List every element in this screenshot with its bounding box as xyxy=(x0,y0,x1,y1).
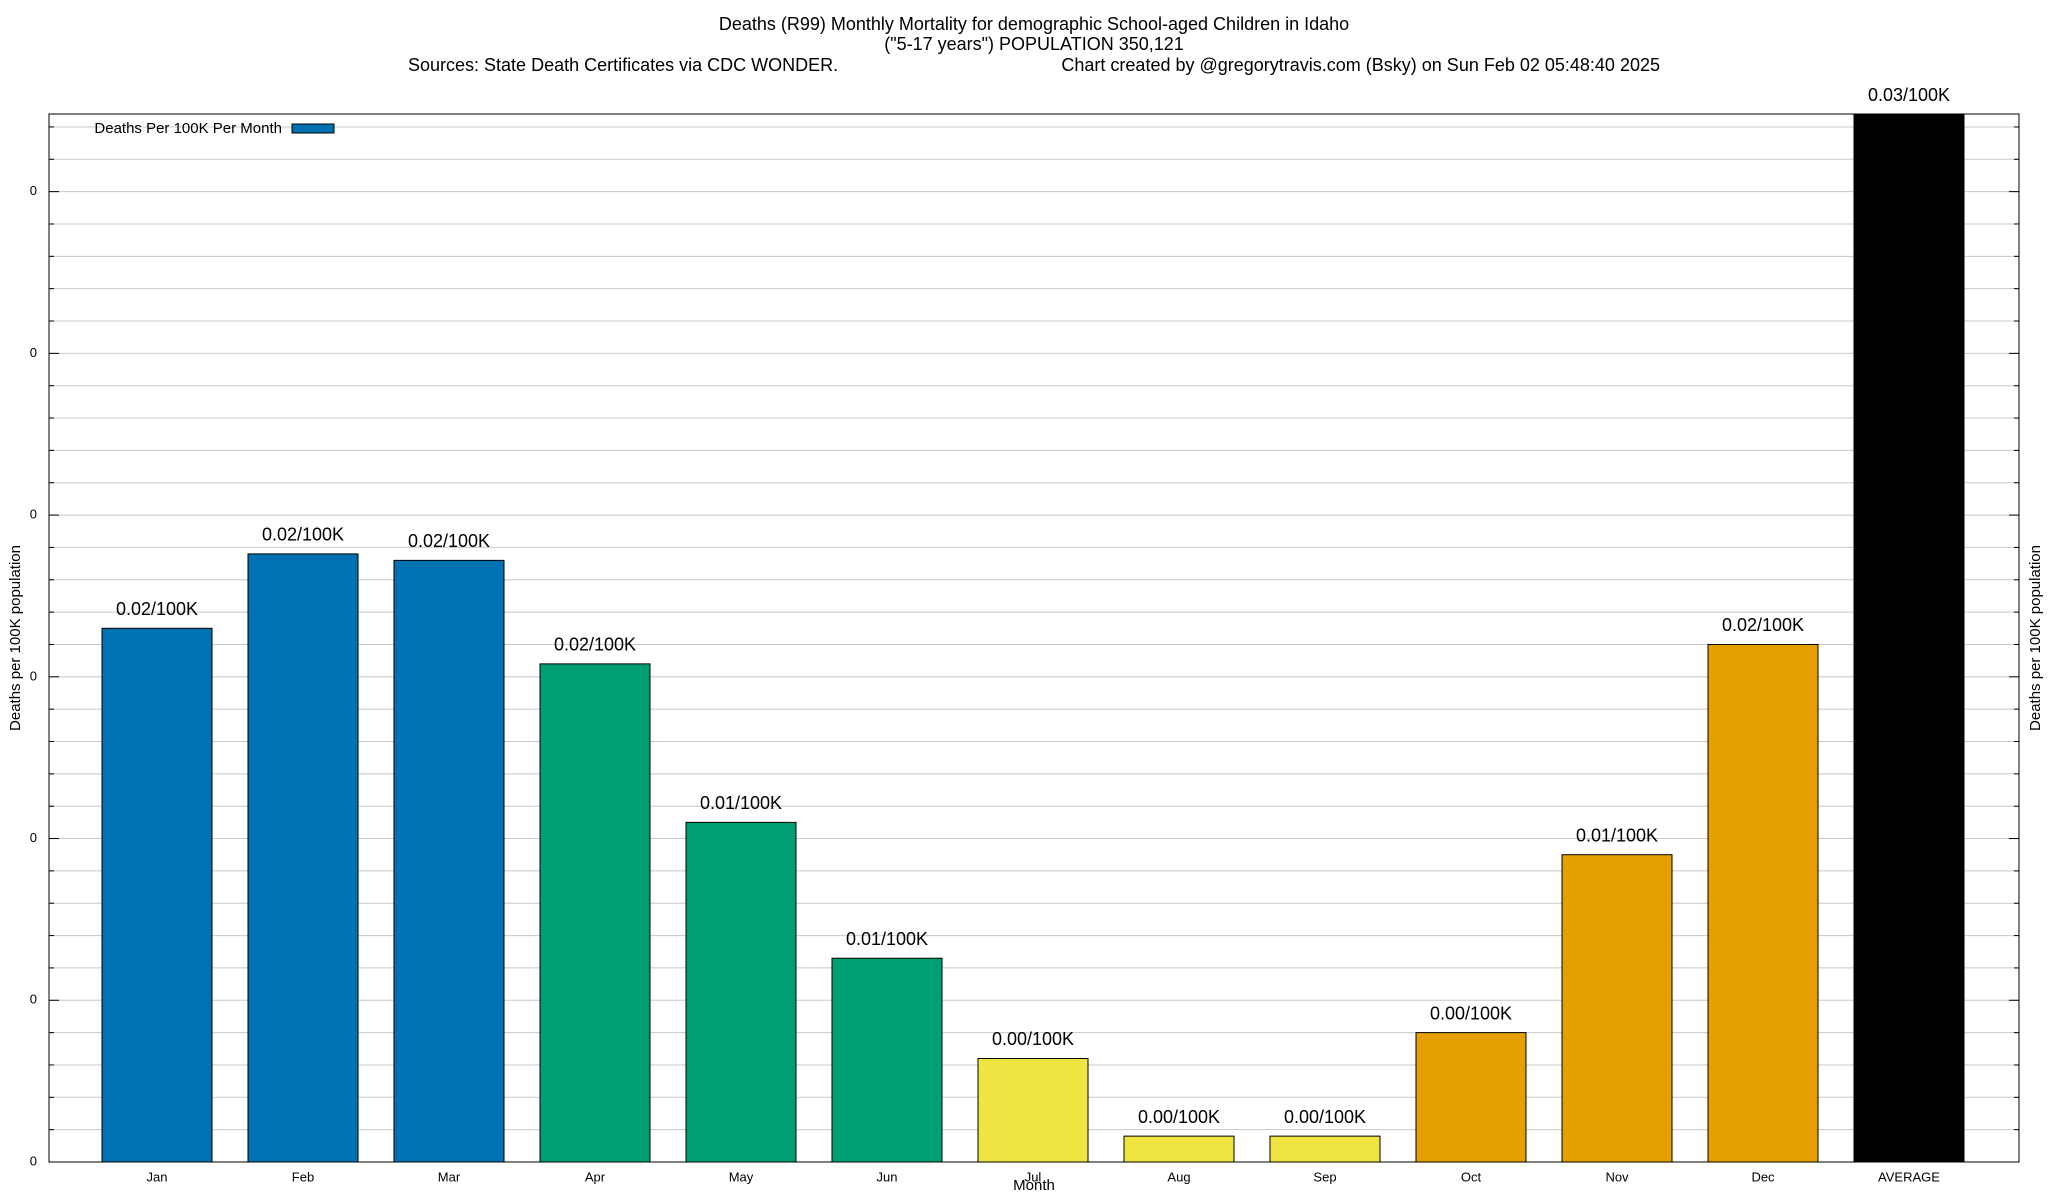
bar xyxy=(1707,643,1819,1162)
y-tick-label: 0 xyxy=(30,507,37,522)
x-tick-label: AVERAGE xyxy=(1878,1169,1940,1184)
y-tick-label: 0 xyxy=(30,668,37,683)
x-tick-label: Apr xyxy=(585,1169,606,1184)
bar xyxy=(1123,1135,1235,1162)
y-tick-label: 0 xyxy=(30,830,37,845)
bar xyxy=(247,553,359,1162)
value-label: 0.00/100K xyxy=(1430,1003,1512,1023)
chart-subtitle: ("5-17 years") POPULATION 350,121 xyxy=(884,34,1184,54)
bar xyxy=(977,1057,1089,1162)
bar xyxy=(101,627,213,1162)
value-label: 0.02/100K xyxy=(408,531,490,551)
bar xyxy=(1269,1135,1381,1162)
bars xyxy=(101,114,1965,1162)
bar xyxy=(1415,1032,1527,1162)
y2-axis-label: Deaths per 100K population xyxy=(2027,545,2044,731)
x-tick-label: Nov xyxy=(1605,1169,1629,1184)
labels: 0 0 0 0 0 0 0 Jan 0.02/100K Feb 0.02/100K Mar 0.02/1… xyxy=(30,85,2019,1184)
x-tick-label: Jun xyxy=(877,1169,898,1184)
value-label: 0.01/100K xyxy=(1576,825,1658,845)
value-label: 0.00/100K xyxy=(992,1029,1074,1049)
x-tick-label: Aug xyxy=(1167,1169,1190,1184)
x-tick-label: May xyxy=(729,1169,754,1184)
chart-credit: Chart created by @gregorytravis.com (Bsk… xyxy=(1061,55,1660,75)
value-label: 0.01/100K xyxy=(846,929,928,949)
x-tick-label: Jul xyxy=(1025,1169,1042,1184)
x-tick-label: Feb xyxy=(292,1169,314,1184)
y-tick-label: 0 xyxy=(30,183,37,198)
legend-label: Deaths Per 100K Per Month xyxy=(94,120,282,137)
value-label: 0.02/100K xyxy=(554,635,636,655)
chart-title: Deaths (R99) Monthly Mortality for demog… xyxy=(719,14,1349,34)
y-axis-label: Deaths per 100K population xyxy=(7,545,24,731)
value-label: 0.01/100K xyxy=(700,793,782,813)
x-axis-label: Month xyxy=(1013,1177,1055,1194)
x-tick-label: Sep xyxy=(1313,1169,1336,1184)
chart-source: Sources: State Death Certificates via CD… xyxy=(408,55,838,75)
value-label: 0.00/100K xyxy=(1284,1107,1366,1127)
x-tick-label: Oct xyxy=(1461,1169,1482,1184)
grid xyxy=(49,126,2019,1163)
value-label: 0.02/100K xyxy=(116,599,198,619)
y-tick-label: 0 xyxy=(30,345,37,360)
value-label: 0.02/100K xyxy=(1722,615,1804,635)
bar xyxy=(1561,854,1673,1162)
value-label: 0.02/100K xyxy=(262,525,344,545)
plot-frame xyxy=(48,113,2020,1163)
y-tick-label: 0 xyxy=(30,1153,37,1168)
x-tick-label: Mar xyxy=(438,1169,461,1184)
value-label: 0.00/100K xyxy=(1138,1107,1220,1127)
bar xyxy=(831,957,943,1162)
y-tick-label: 0 xyxy=(30,992,37,1007)
bar xyxy=(1853,114,1965,1162)
x-tick-label: Jan xyxy=(147,1169,168,1184)
value-label: 0.03/100K xyxy=(1868,85,1950,105)
bar xyxy=(539,663,651,1162)
bar xyxy=(393,559,505,1162)
bar xyxy=(685,821,797,1162)
legend-swatch xyxy=(291,123,335,134)
x-tick-label: Dec xyxy=(1751,1169,1775,1184)
